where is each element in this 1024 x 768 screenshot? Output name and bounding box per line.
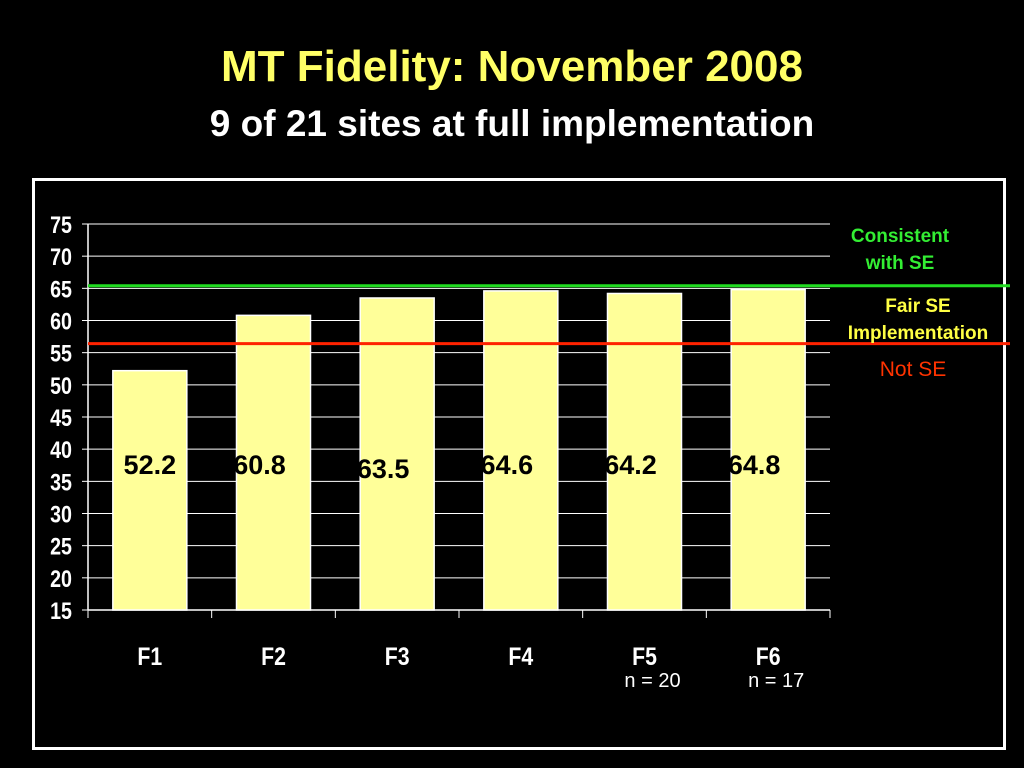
data-label: 64.6: [481, 450, 534, 480]
y-tick-label: 60: [50, 308, 72, 335]
y-tick-label: 35: [50, 468, 72, 495]
chart-frame: [32, 178, 1006, 750]
bar: [606, 292, 683, 611]
annotation-consistent: Consistent: [851, 226, 950, 247]
y-tick-label: 20: [50, 565, 72, 592]
data-label: 63.5: [357, 454, 410, 484]
annotation-not-se: Not SE: [880, 358, 947, 381]
annotation-fair: Implementation: [848, 323, 988, 344]
x-tick-label: F6: [756, 642, 781, 670]
x-tick-label: F1: [137, 642, 162, 670]
sample-size-label: n = 17: [748, 670, 804, 692]
annotation-consistent: with SE: [865, 253, 935, 274]
y-tick-label: 75: [50, 211, 72, 238]
x-tick-label: F4: [508, 642, 533, 670]
data-label: 60.8: [233, 450, 286, 480]
data-label: 64.2: [604, 450, 657, 480]
bar: [359, 297, 435, 611]
y-tick-label: 70: [50, 243, 72, 270]
y-tick-label: 45: [50, 404, 72, 431]
data-label: 64.8: [728, 450, 781, 480]
data-label: 52.2: [124, 450, 177, 480]
x-tick-label: F3: [385, 642, 410, 670]
chart-subtitle: 9 of 21 sites at full implementation: [209, 103, 815, 144]
y-tick-label: 50: [50, 372, 72, 399]
chart-title: MT Fidelity: November 2008: [221, 42, 803, 91]
sample-size-label: n = 20: [624, 670, 680, 692]
y-tick-label: 55: [50, 340, 72, 367]
bar: [112, 369, 188, 611]
x-tick-label: F2: [261, 642, 286, 670]
y-tick-label: 65: [50, 275, 72, 302]
y-tick-label: 30: [50, 501, 72, 528]
x-tick-label: F5: [632, 642, 657, 670]
annotation-fair: Fair SE: [885, 296, 950, 317]
bar: [235, 314, 312, 611]
y-tick-label: 15: [50, 597, 72, 624]
y-tick-label: 40: [50, 436, 72, 463]
y-tick-label: 25: [50, 533, 72, 560]
